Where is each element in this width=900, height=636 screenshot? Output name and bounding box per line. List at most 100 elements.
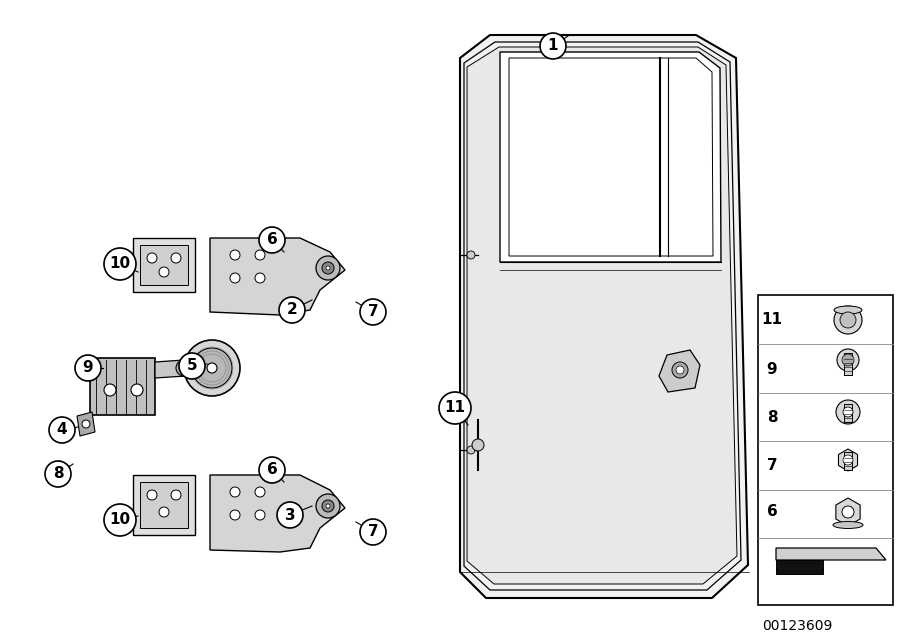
Text: 6: 6 — [266, 233, 277, 247]
Text: 6: 6 — [767, 504, 778, 520]
Circle shape — [171, 253, 181, 263]
Polygon shape — [210, 238, 345, 315]
Circle shape — [439, 392, 471, 424]
Circle shape — [360, 519, 386, 545]
Polygon shape — [50, 461, 69, 483]
Ellipse shape — [834, 306, 862, 314]
Circle shape — [45, 461, 71, 487]
Text: 11: 11 — [445, 401, 465, 415]
Polygon shape — [133, 475, 195, 535]
Circle shape — [159, 267, 169, 277]
Circle shape — [842, 354, 854, 366]
Circle shape — [259, 227, 285, 253]
Circle shape — [159, 507, 169, 517]
Circle shape — [676, 366, 684, 374]
Text: 8: 8 — [767, 410, 778, 425]
Text: 11: 11 — [761, 312, 782, 328]
Ellipse shape — [833, 522, 863, 529]
Text: 8: 8 — [53, 466, 63, 481]
Circle shape — [255, 250, 265, 260]
Text: 9: 9 — [767, 363, 778, 378]
Circle shape — [230, 273, 240, 283]
Circle shape — [230, 487, 240, 497]
Circle shape — [147, 253, 157, 263]
Circle shape — [360, 299, 386, 325]
Circle shape — [75, 355, 101, 381]
Polygon shape — [776, 560, 823, 574]
Bar — [844, 452, 852, 470]
Text: 9: 9 — [83, 361, 94, 375]
Text: 7: 7 — [368, 525, 378, 539]
Bar — [844, 404, 852, 422]
Circle shape — [104, 248, 136, 280]
Text: 2: 2 — [286, 303, 297, 317]
Circle shape — [322, 262, 334, 274]
Polygon shape — [77, 412, 95, 436]
Text: 10: 10 — [110, 513, 130, 527]
Circle shape — [82, 420, 90, 428]
Circle shape — [316, 256, 340, 280]
Circle shape — [104, 384, 116, 396]
Text: 1: 1 — [548, 39, 558, 53]
Circle shape — [192, 348, 232, 388]
Polygon shape — [659, 350, 700, 392]
Circle shape — [837, 349, 859, 371]
Circle shape — [230, 510, 240, 520]
Text: 00123609: 00123609 — [761, 619, 832, 633]
Polygon shape — [836, 498, 860, 526]
Polygon shape — [155, 360, 186, 378]
Circle shape — [326, 504, 330, 508]
Circle shape — [467, 251, 475, 259]
Circle shape — [326, 266, 330, 270]
Polygon shape — [467, 47, 737, 584]
Circle shape — [207, 363, 217, 373]
Circle shape — [842, 506, 854, 518]
Circle shape — [472, 439, 484, 451]
Circle shape — [255, 487, 265, 497]
Polygon shape — [133, 238, 195, 292]
Circle shape — [171, 490, 181, 500]
Circle shape — [316, 494, 340, 518]
Circle shape — [255, 273, 265, 283]
Circle shape — [147, 490, 157, 500]
Circle shape — [277, 502, 303, 528]
Text: 7: 7 — [767, 459, 778, 473]
Circle shape — [230, 250, 240, 260]
Circle shape — [834, 306, 862, 334]
Polygon shape — [140, 245, 188, 285]
Polygon shape — [839, 449, 858, 471]
Circle shape — [104, 504, 136, 536]
Polygon shape — [90, 358, 155, 415]
Circle shape — [259, 457, 285, 483]
Polygon shape — [500, 52, 721, 262]
Text: 10: 10 — [110, 256, 130, 272]
Circle shape — [176, 360, 192, 376]
Polygon shape — [140, 482, 188, 528]
Polygon shape — [509, 58, 713, 256]
Circle shape — [672, 362, 688, 378]
Circle shape — [322, 500, 334, 512]
Circle shape — [179, 353, 205, 379]
Circle shape — [55, 467, 65, 477]
Text: 7: 7 — [368, 305, 378, 319]
Polygon shape — [776, 548, 886, 560]
Circle shape — [131, 384, 143, 396]
Text: 6: 6 — [266, 462, 277, 478]
Circle shape — [836, 400, 860, 424]
Polygon shape — [210, 475, 345, 552]
Circle shape — [467, 446, 475, 454]
Circle shape — [49, 417, 75, 443]
Text: 5: 5 — [186, 359, 197, 373]
Circle shape — [843, 455, 853, 465]
Bar — [844, 353, 852, 375]
Polygon shape — [460, 35, 748, 598]
Circle shape — [540, 33, 566, 59]
Circle shape — [843, 407, 853, 417]
Text: 4: 4 — [57, 422, 68, 438]
Bar — [758, 295, 893, 605]
Text: 3: 3 — [284, 508, 295, 523]
Circle shape — [279, 297, 305, 323]
Circle shape — [184, 340, 240, 396]
Circle shape — [255, 510, 265, 520]
Circle shape — [840, 312, 856, 328]
